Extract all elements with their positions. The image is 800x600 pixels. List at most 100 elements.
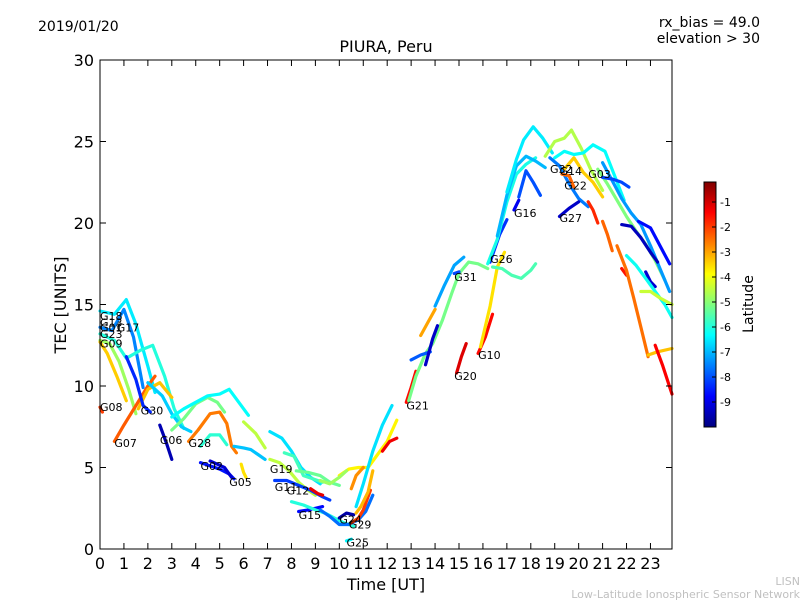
tec-trace xyxy=(653,343,674,396)
tec-trace xyxy=(158,423,174,461)
tec-trace xyxy=(170,387,250,419)
tec-trace xyxy=(282,451,325,484)
tec-trace xyxy=(349,465,365,491)
tec-trace xyxy=(380,436,399,453)
tec-trace xyxy=(309,487,325,497)
x-tick-label: 11 xyxy=(353,554,373,573)
tec-trace xyxy=(98,340,128,403)
tec-trace xyxy=(600,175,631,189)
tec-trace xyxy=(409,350,432,362)
x-tick-label: 6 xyxy=(239,554,249,573)
tec-trace xyxy=(198,433,229,448)
x-tick-label: 19 xyxy=(545,554,565,573)
data-layer xyxy=(98,125,674,543)
prn-label: G12 xyxy=(287,484,310,497)
prn-label: G19 xyxy=(270,463,293,476)
plot-area xyxy=(100,60,672,549)
tec-trace xyxy=(495,154,547,238)
x-tick-label: 8 xyxy=(286,554,296,573)
tec-trace xyxy=(98,298,157,395)
prn-label: G07 xyxy=(114,437,137,450)
tec-trace xyxy=(146,381,193,434)
tec-trace xyxy=(562,156,605,199)
tec-trace xyxy=(548,156,590,209)
tec-trace xyxy=(639,289,674,307)
colorbar-tick-label: -2 xyxy=(720,221,731,234)
x-tick-label: 16 xyxy=(473,554,493,573)
tec-trace xyxy=(318,493,375,527)
prn-label: G14 xyxy=(560,165,583,178)
tec-trace xyxy=(344,537,353,543)
tec-trace xyxy=(486,156,538,266)
tec-trace xyxy=(242,420,267,450)
tec-trace xyxy=(239,462,248,479)
tec-trace xyxy=(636,219,672,266)
tec-trace xyxy=(208,459,234,479)
y-tick-label: 25 xyxy=(74,133,94,152)
rx-bias-label: rx_bias = 49.0 xyxy=(659,15,760,31)
y-tick-label: 0 xyxy=(84,540,94,559)
prn-label: G01 xyxy=(100,321,123,334)
tec-trace xyxy=(600,161,672,294)
tec-trace xyxy=(560,172,576,189)
prn-label: G28 xyxy=(189,437,212,450)
x-tick-label: 23 xyxy=(640,554,660,573)
x-tick-label: 20 xyxy=(568,554,588,573)
y-tick-label: 20 xyxy=(74,214,94,233)
colorbar-ticks: -1 -2 -3 -4 -5 -6 -7 -8 -9 xyxy=(712,196,731,409)
y-axis-label: TEC [UNITS] xyxy=(51,257,70,355)
prn-label: G26 xyxy=(490,253,513,266)
x-axis-label: Time [UT] xyxy=(346,575,425,594)
prn-label: G06 xyxy=(160,434,183,447)
x-tick-label: 14 xyxy=(425,554,445,573)
x-tick-label: 1 xyxy=(119,554,129,573)
network-long-label: Low-Latitude Ionospheric Sensor Network xyxy=(571,588,800,600)
tec-trace xyxy=(620,223,660,264)
y-tick-label: 15 xyxy=(74,296,94,315)
x-tick-label: 4 xyxy=(191,554,201,573)
tec-trace xyxy=(512,198,521,212)
tec-trace xyxy=(187,410,238,455)
tec-trace xyxy=(452,270,461,276)
prn-label: G21 xyxy=(406,400,429,413)
prn-label: G16 xyxy=(514,207,537,220)
tec-trace xyxy=(543,128,605,192)
chart-title: PIURA, Peru xyxy=(339,37,432,56)
prn-label: G17 xyxy=(117,321,140,334)
x-tick-label: 17 xyxy=(497,554,517,573)
y-tick-label: 5 xyxy=(84,459,94,478)
colorbar-tick-label: -7 xyxy=(720,346,731,359)
tec-trace xyxy=(349,488,372,525)
x-tick-label: 3 xyxy=(167,554,177,573)
prn-label: G29 xyxy=(349,519,372,532)
prn-label: G27 xyxy=(560,212,583,225)
tec-trace xyxy=(98,338,138,416)
elevation-label: elevation > 30 xyxy=(657,31,760,47)
tec-trace xyxy=(337,511,356,520)
tec-trace xyxy=(124,355,152,414)
tec-trace xyxy=(419,307,437,338)
colorbar-tick-label: -4 xyxy=(720,271,731,284)
tec-trace xyxy=(490,262,538,280)
network-short-label: LISN xyxy=(775,575,800,588)
prn-label: G13 xyxy=(100,316,123,329)
y-tick-label: 10 xyxy=(74,377,94,396)
tec-trace xyxy=(273,478,332,502)
prn-label: G15 xyxy=(299,509,322,522)
y-axis: 0 5 10 15 20 25 30 xyxy=(74,51,672,559)
date-label: 2019/01/20 xyxy=(38,19,119,35)
colorbar xyxy=(703,181,717,428)
prn-label: G08 xyxy=(100,401,123,414)
tec-trace xyxy=(232,444,267,461)
colorbar-tick-label: -6 xyxy=(720,321,731,334)
prn-label: G32 xyxy=(550,163,573,176)
tec-trace xyxy=(455,342,468,375)
tec-trace xyxy=(354,469,375,515)
tec-trace xyxy=(620,267,629,277)
tec-trace xyxy=(517,169,543,199)
x-tick-label: 13 xyxy=(401,554,421,573)
prn-label: G24 xyxy=(339,514,362,527)
prn-label: G05 xyxy=(229,476,252,489)
x-tick-label: 2 xyxy=(143,554,153,573)
colorbar-tick-label: -8 xyxy=(720,371,731,384)
